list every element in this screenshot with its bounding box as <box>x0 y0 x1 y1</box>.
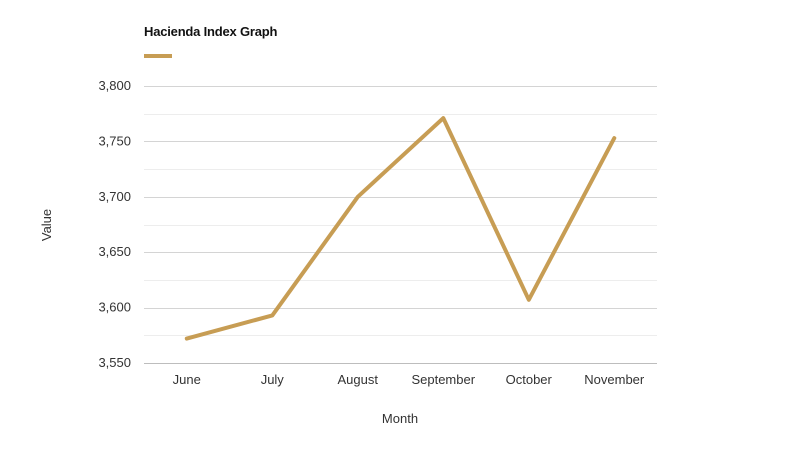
y-tick-label: 3,650 <box>98 244 131 259</box>
y-tick-label: 3,550 <box>98 355 131 370</box>
x-tick-label: September <box>411 372 475 387</box>
x-axis-ticks: June July August September October November <box>173 372 645 387</box>
y-axis-ticks: 3,550 3,600 3,650 3,700 3,750 3,800 <box>98 78 131 370</box>
x-tick-label: November <box>584 372 645 387</box>
series-line <box>184 116 617 341</box>
y-tick-label: 3,600 <box>98 300 131 315</box>
x-tick-label: July <box>261 372 285 387</box>
gridlines <box>144 86 657 364</box>
x-axis-label: Month <box>382 411 418 426</box>
x-tick-label: August <box>338 372 379 387</box>
chart-title: Hacienda Index Graph <box>144 24 278 39</box>
y-axis-label: Value <box>39 209 54 241</box>
x-tick-label: October <box>506 372 553 387</box>
legend-swatch <box>144 54 172 58</box>
series-group <box>184 116 617 341</box>
x-tick-label: June <box>173 372 201 387</box>
y-tick-label: 3,750 <box>98 133 131 148</box>
y-tick-label: 3,800 <box>98 78 131 93</box>
y-tick-label: 3,700 <box>98 189 131 204</box>
